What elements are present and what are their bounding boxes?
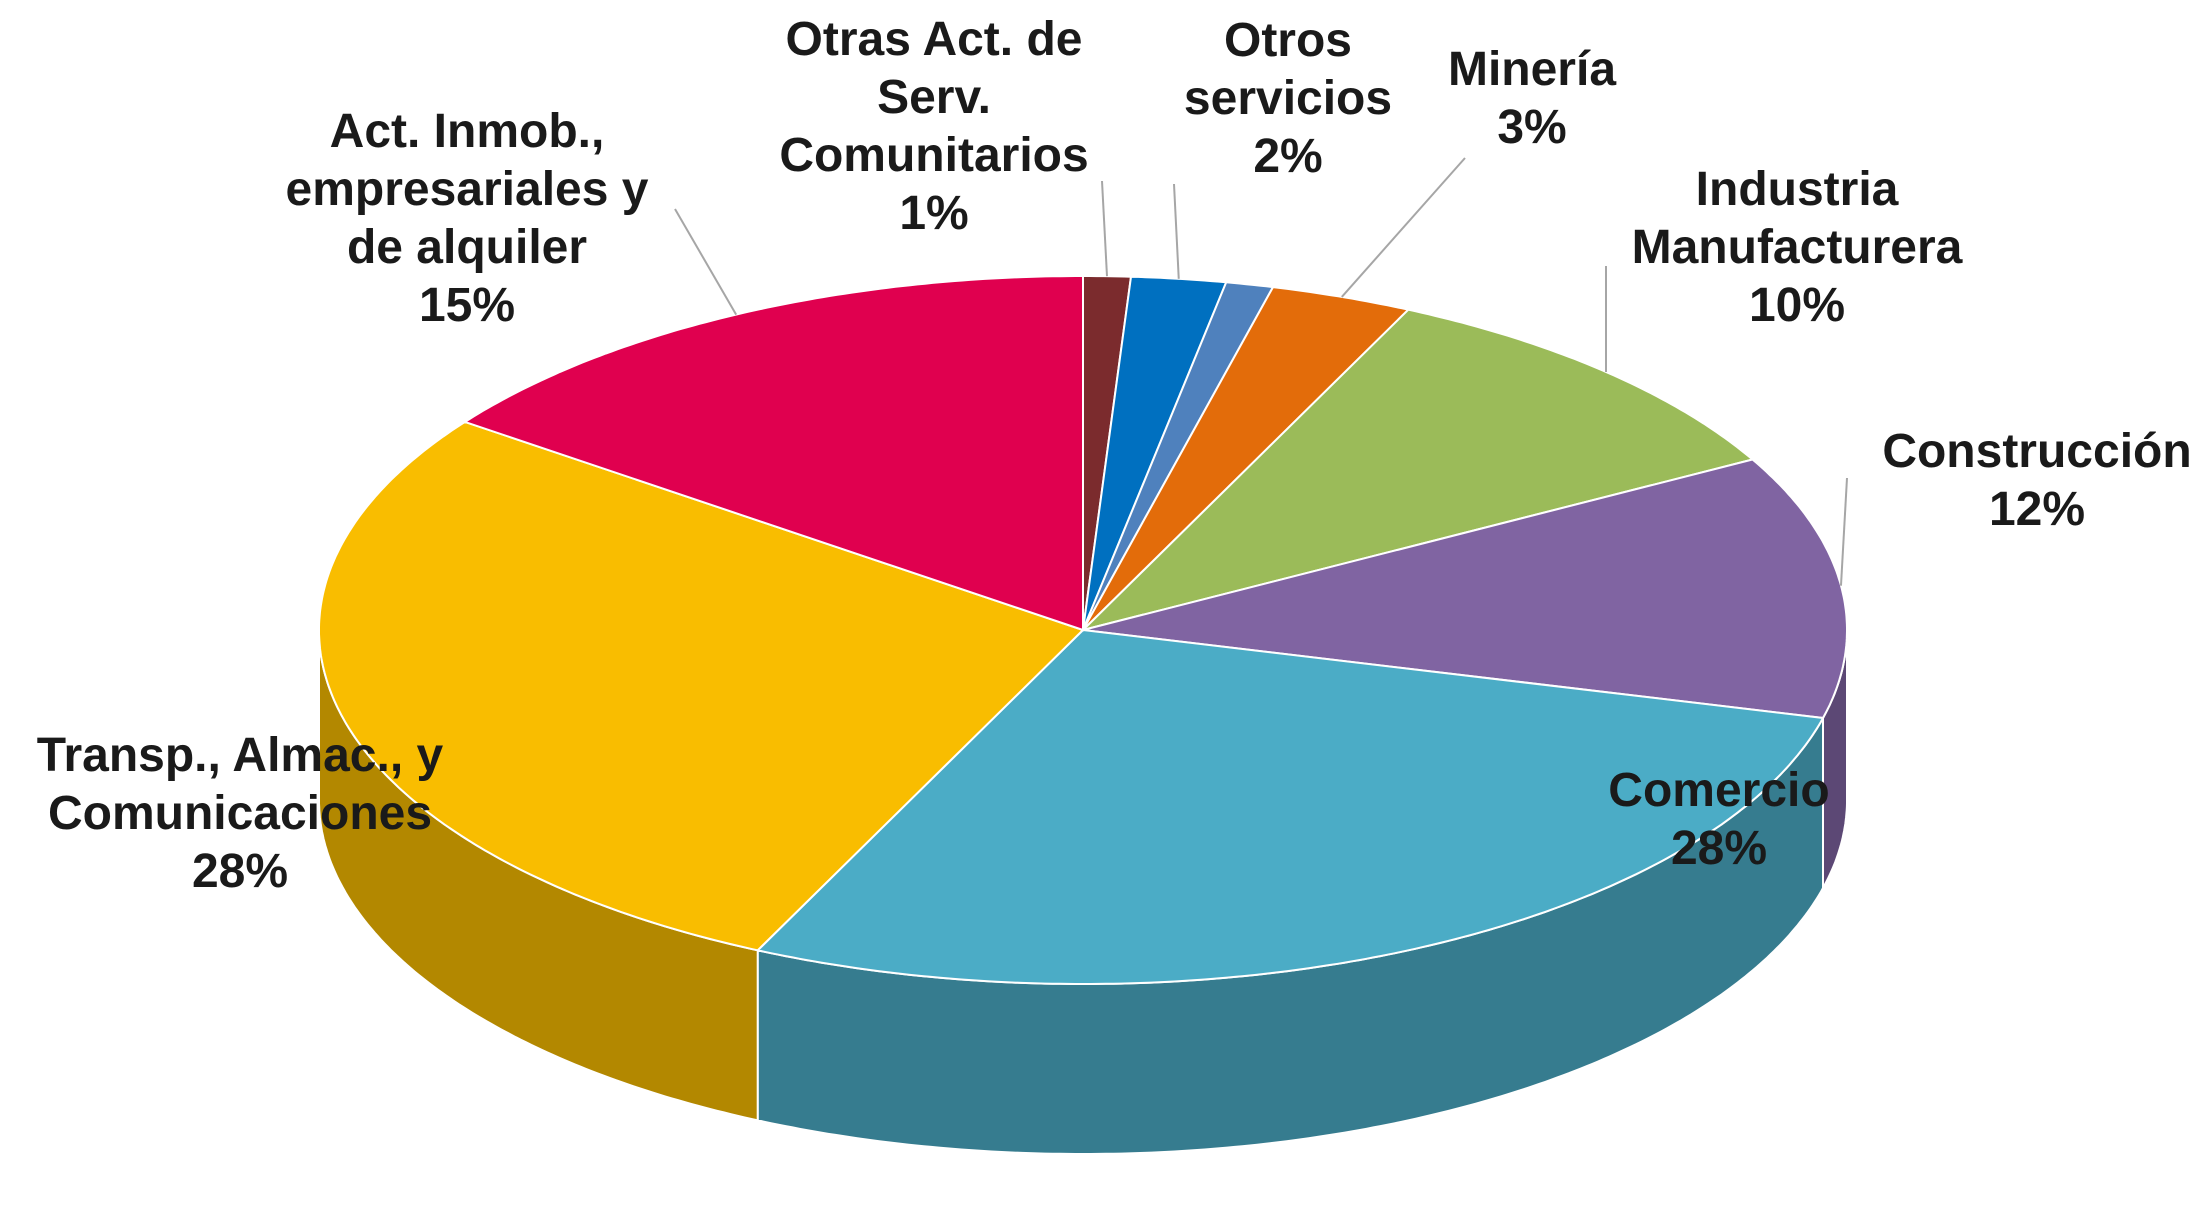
slice-label: Minería 3% [1417,41,1647,157]
slice-label: Otras Act. de Serv. Comunitarios 1% [749,11,1119,243]
slice-label: Act. Inmob., empresariales y de alquiler… [257,103,677,335]
leader-line [1839,477,1848,586]
slice [1079,308,1755,632]
value-label: 3% [1497,101,1567,154]
leader-line [1173,183,1180,279]
category-label: Otros servicios [1183,14,1393,125]
category-label: Act. Inmob., empresariales y de alquiler [285,105,649,274]
slice-label: Industria Manufacturera 10% [1607,161,1987,335]
leader-line [674,208,738,316]
slice [755,628,1825,985]
category-label: Transp., Almac., y Comunicaciones [36,729,444,840]
category-label: Minería [1447,43,1617,96]
value-label: 28% [1670,822,1768,875]
value-label: 28% [191,845,289,898]
slice-label: Comercio 28% [1569,762,1869,878]
category-label: Otras Act. de Serv. Comunitarios [779,13,1089,182]
leader-line [1101,180,1108,277]
value-label: 12% [1988,483,2086,536]
slice [462,275,1084,632]
value-label: 1% [899,187,969,240]
slice [318,420,1085,952]
category-label: Comercio [1608,764,1830,817]
slice-label: Transp., Almac., y Comunicaciones 28% [5,727,475,901]
value-label: 10% [1748,279,1846,332]
value-label: 2% [1253,130,1323,183]
category-label: Construcción [1882,425,2192,478]
slice-label: Construcción 12% [1867,423,2207,539]
slice-label: Otros servicios 2% [1158,12,1418,186]
leader-line [1341,157,1466,298]
value-label: 15% [418,279,516,332]
category-label: Industria Manufacturera [1631,163,1963,274]
